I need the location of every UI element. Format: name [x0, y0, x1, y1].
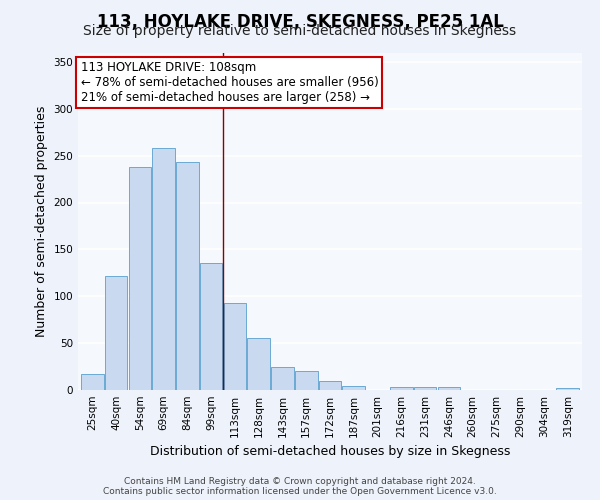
Bar — [271, 366, 294, 390]
Text: 113 HOYLAKE DRIVE: 108sqm
← 78% of semi-detached houses are smaller (956)
21% of: 113 HOYLAKE DRIVE: 108sqm ← 78% of semi-… — [80, 61, 378, 104]
Bar — [224, 303, 246, 390]
Bar — [105, 276, 127, 390]
Bar — [128, 167, 151, 390]
X-axis label: Distribution of semi-detached houses by size in Skegness: Distribution of semi-detached houses by … — [150, 446, 510, 458]
Bar — [81, 374, 104, 390]
Bar — [414, 387, 436, 390]
Bar — [437, 387, 460, 390]
Y-axis label: Number of semi-detached properties: Number of semi-detached properties — [35, 106, 48, 337]
Bar — [343, 386, 365, 390]
Bar — [319, 380, 341, 390]
Bar — [200, 264, 223, 390]
Text: Contains HM Land Registry data © Crown copyright and database right 2024.
Contai: Contains HM Land Registry data © Crown c… — [103, 476, 497, 496]
Text: 113, HOYLAKE DRIVE, SKEGNESS, PE25 1AL: 113, HOYLAKE DRIVE, SKEGNESS, PE25 1AL — [97, 12, 503, 30]
Bar — [247, 338, 270, 390]
Bar — [295, 371, 317, 390]
Bar — [152, 148, 175, 390]
Text: Size of property relative to semi-detached houses in Skegness: Size of property relative to semi-detach… — [83, 24, 517, 38]
Bar — [390, 387, 413, 390]
Bar — [176, 162, 199, 390]
Bar — [556, 388, 579, 390]
